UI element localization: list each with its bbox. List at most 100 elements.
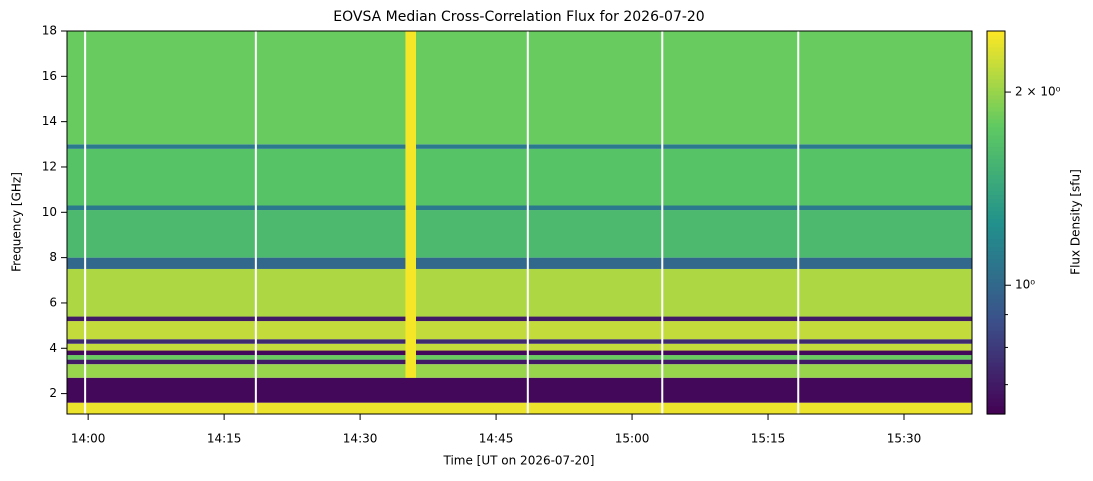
colorbar-segment bbox=[987, 350, 1005, 355]
chart-title: EOVSA Median Cross-Correlation Flux for … bbox=[333, 9, 704, 25]
y-tick-label: 10 bbox=[42, 205, 57, 219]
colorbar-segment bbox=[987, 266, 1005, 271]
y-tick-label: 16 bbox=[42, 69, 57, 83]
colorbar-segment bbox=[987, 126, 1005, 132]
colorbar-segment bbox=[987, 398, 1005, 403]
colorbar-segment bbox=[987, 42, 1005, 48]
spectrum-band bbox=[67, 321, 972, 340]
colorbar-segment bbox=[987, 370, 1005, 375]
x-tick-label: 14:15 bbox=[207, 432, 242, 446]
colorbar-segment bbox=[987, 346, 1005, 351]
spectrum-band bbox=[67, 339, 972, 344]
colorbar-segment bbox=[987, 166, 1005, 172]
x-tick-label: 14:45 bbox=[479, 432, 514, 446]
spectrum-band bbox=[67, 316, 972, 322]
x-tick-label: 14:30 bbox=[343, 432, 378, 446]
y-tick-label: 18 bbox=[42, 24, 57, 38]
colorbar-segment bbox=[987, 322, 1005, 327]
colorbar-segment bbox=[987, 318, 1005, 323]
colorbar-segment bbox=[987, 46, 1005, 52]
colorbar-segment bbox=[987, 102, 1005, 108]
y-tick-label: 8 bbox=[49, 250, 57, 264]
colorbar-tick-label: 10⁰ bbox=[1015, 278, 1035, 292]
colorbar-segment bbox=[987, 302, 1005, 307]
x-tick-label: 14:00 bbox=[71, 432, 106, 446]
colorbar-segment bbox=[987, 270, 1005, 275]
colorbar-segment bbox=[987, 230, 1005, 236]
colorbar-segment bbox=[987, 254, 1005, 260]
colorbar-segment bbox=[987, 58, 1005, 64]
colorbar-segment bbox=[987, 78, 1005, 84]
spectrum-band bbox=[67, 355, 972, 360]
y-axis-label: Frequency [GHz] bbox=[10, 172, 24, 272]
colorbar-segment bbox=[987, 210, 1005, 216]
colorbar-segment bbox=[987, 326, 1005, 331]
y-tick-label: 12 bbox=[42, 159, 57, 173]
colorbar-segment bbox=[987, 314, 1005, 319]
colorbar-segment bbox=[987, 142, 1005, 148]
colorbar-segment bbox=[987, 226, 1005, 232]
x-tick-label: 15:15 bbox=[751, 432, 786, 446]
spectrum-band bbox=[67, 257, 972, 269]
colorbar-segment bbox=[987, 146, 1005, 152]
colorbar-segment bbox=[987, 342, 1005, 347]
colorbar-segment bbox=[987, 202, 1005, 208]
colorbar-segment bbox=[987, 354, 1005, 359]
colorbar-segment bbox=[987, 362, 1005, 367]
spectrum-band bbox=[67, 31, 972, 145]
burst bbox=[405, 31, 417, 378]
colorbar-segment bbox=[987, 258, 1005, 263]
colorbar-tick-label: 2 × 10⁰ bbox=[1015, 85, 1061, 99]
colorbar-segment bbox=[987, 70, 1005, 76]
colorbar-segment bbox=[987, 54, 1005, 60]
spectrum-band bbox=[67, 364, 972, 378]
colorbar-segment bbox=[987, 338, 1005, 343]
colorbar-segment bbox=[987, 410, 1005, 415]
x-axis-label: Time [UT on 2026-07-20] bbox=[443, 454, 595, 468]
colorbar-segment bbox=[987, 90, 1005, 96]
colorbar-segment bbox=[987, 234, 1005, 240]
spectrum-band bbox=[67, 377, 972, 403]
spectrum-band bbox=[67, 210, 972, 258]
colorbar-segment bbox=[987, 114, 1005, 120]
colorbar-segment bbox=[987, 110, 1005, 116]
colorbar-segment bbox=[987, 406, 1005, 411]
spectrum-band bbox=[67, 268, 972, 317]
colorbar-segment bbox=[987, 298, 1005, 303]
colorbar-segment bbox=[987, 98, 1005, 104]
colorbar-segment bbox=[987, 134, 1005, 140]
colorbar-segment bbox=[987, 38, 1005, 44]
colorbar-segment bbox=[987, 186, 1005, 192]
colorbar-segment bbox=[987, 274, 1005, 279]
y-tick-label: 14 bbox=[42, 114, 57, 128]
spectrum-band bbox=[67, 402, 972, 414]
colorbar-segment bbox=[987, 334, 1005, 339]
colorbar-segment bbox=[987, 394, 1005, 399]
colorbar-segment bbox=[987, 170, 1005, 176]
y-tick-label: 4 bbox=[49, 341, 57, 355]
colorbar-segment bbox=[987, 74, 1005, 80]
colorbar-segment bbox=[987, 154, 1005, 160]
colorbar-label: Flux Density [sfu] bbox=[1069, 169, 1083, 275]
colorbar-segment bbox=[987, 122, 1005, 128]
colorbar-segment bbox=[987, 194, 1005, 200]
colorbar-segment bbox=[987, 94, 1005, 100]
colorbar-segment bbox=[987, 190, 1005, 196]
colorbar-segment bbox=[987, 382, 1005, 387]
colorbar-segment bbox=[987, 250, 1005, 256]
y-tick-label: 6 bbox=[49, 295, 57, 309]
colorbar-segment bbox=[987, 294, 1005, 299]
colorbar-segment bbox=[987, 222, 1005, 228]
colorbar-segment bbox=[987, 50, 1005, 56]
colorbar-segment bbox=[987, 238, 1005, 244]
colorbar-segment bbox=[987, 138, 1005, 144]
colorbar-segment bbox=[987, 66, 1005, 72]
colorbar-segment bbox=[987, 402, 1005, 407]
colorbar-segment bbox=[987, 82, 1005, 88]
colorbar-segment bbox=[987, 214, 1005, 220]
colorbar-segment bbox=[987, 86, 1005, 92]
colorbar-segment bbox=[987, 162, 1005, 168]
colorbar-segment bbox=[987, 378, 1005, 383]
y-tick-label: 2 bbox=[49, 386, 57, 400]
